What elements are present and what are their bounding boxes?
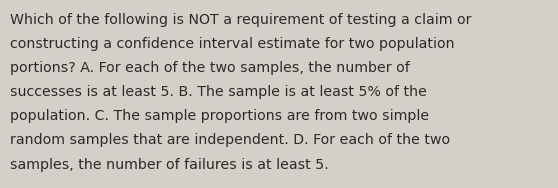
Text: Which of the following is NOT a requirement of testing a claim or: Which of the following is NOT a requirem…	[10, 13, 472, 27]
Text: constructing a confidence interval estimate for two population: constructing a confidence interval estim…	[10, 37, 455, 51]
Text: samples, the number of failures is at least 5.: samples, the number of failures is at le…	[10, 158, 329, 171]
Text: successes is at least 5. B. The sample is at least 5% of the: successes is at least 5. B. The sample i…	[10, 85, 427, 99]
Text: population. C. The sample proportions are from two simple: population. C. The sample proportions ar…	[10, 109, 429, 123]
Text: portions? A. For each of the two samples, the number of: portions? A. For each of the two samples…	[10, 61, 410, 75]
Text: random samples that are independent. D. For each of the two: random samples that are independent. D. …	[10, 133, 450, 147]
